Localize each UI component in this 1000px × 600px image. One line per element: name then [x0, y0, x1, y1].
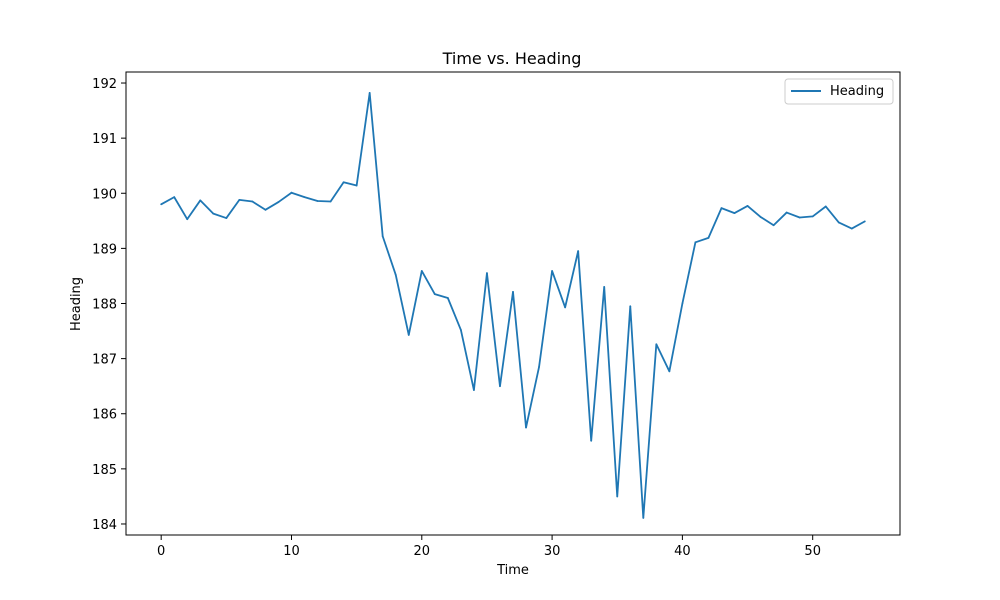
- data-point: [199, 199, 202, 202]
- data-point: [381, 235, 384, 238]
- data-point: [824, 205, 827, 208]
- data-point: [407, 334, 410, 336]
- data-point: [746, 205, 749, 207]
- data-point: [486, 272, 488, 275]
- data-point: [590, 439, 593, 442]
- data-point: [772, 224, 775, 227]
- data-point: [616, 495, 619, 498]
- data-point: [863, 220, 866, 223]
- data-point: [577, 250, 580, 253]
- y-tick-label: 189: [92, 242, 117, 257]
- data-point: [420, 270, 423, 272]
- data-point: [707, 237, 710, 239]
- x-tick-label: 20: [414, 544, 431, 559]
- data-point: [798, 216, 801, 219]
- data-point: [473, 389, 475, 391]
- data-point: [238, 198, 241, 201]
- data-point: [720, 207, 723, 210]
- data-point: [277, 201, 280, 203]
- data-point: [538, 365, 540, 368]
- chart-title: Time vs. Heading: [442, 49, 582, 68]
- y-tick-label: 191: [92, 132, 117, 147]
- legend-label: Heading: [830, 84, 884, 99]
- y-tick-label: 192: [92, 77, 117, 92]
- data-point: [564, 306, 567, 309]
- data-point: [160, 203, 163, 206]
- data-point: [212, 212, 215, 215]
- data-point: [433, 293, 436, 296]
- data-point: [303, 196, 306, 199]
- data-point: [355, 184, 358, 187]
- data-point: [173, 196, 176, 199]
- x-tick-label: 10: [283, 544, 300, 559]
- data-point: [329, 200, 332, 203]
- y-tick-label: 186: [92, 408, 117, 423]
- data-point: [225, 217, 228, 219]
- x-tick-label: 30: [544, 544, 561, 559]
- data-point: [512, 291, 514, 293]
- y-tick-label: 184: [92, 518, 117, 533]
- x-tick-label: 40: [674, 544, 691, 559]
- data-point: [759, 216, 762, 218]
- y-tick-label: 188: [92, 298, 117, 313]
- plot-area: [160, 92, 866, 519]
- data-point: [446, 297, 449, 299]
- x-axis-label: Time: [496, 563, 529, 578]
- x-tick-label: 50: [804, 544, 821, 559]
- data-point: [629, 305, 632, 308]
- data-point: [681, 302, 684, 305]
- x-tick-label: 0: [157, 544, 165, 559]
- data-point: [603, 286, 606, 288]
- data-point: [499, 385, 501, 388]
- data-point: [642, 517, 645, 519]
- y-axis: 184 185 186 187 188 189 190 191 192: [92, 77, 126, 533]
- y-tick-label: 190: [92, 187, 117, 202]
- y-axis-label: Heading: [69, 277, 84, 331]
- data-point: [186, 218, 189, 221]
- data-point: [525, 426, 527, 429]
- y-tick-label: 185: [92, 463, 117, 478]
- data-point: [785, 211, 788, 214]
- data-point: [850, 227, 853, 230]
- legend: Heading: [784, 78, 894, 105]
- data-point: [668, 370, 671, 373]
- data-point: [694, 241, 697, 244]
- data-point: [733, 212, 736, 215]
- data-point: [368, 92, 371, 94]
- data-point: [655, 343, 658, 346]
- data-point: [342, 181, 345, 184]
- y-tick-label: 187: [92, 353, 117, 368]
- data-point: [394, 273, 397, 276]
- x-axis: 0 10 20 30 40 50: [157, 535, 821, 559]
- data-point: [264, 208, 267, 211]
- data-point: [316, 200, 319, 202]
- data-point: [290, 191, 293, 194]
- data-point: [811, 215, 814, 218]
- data-point: [551, 270, 553, 272]
- data-point: [251, 200, 254, 203]
- data-point: [459, 329, 462, 331]
- data-point: [837, 221, 840, 224]
- legend-box: [784, 78, 894, 105]
